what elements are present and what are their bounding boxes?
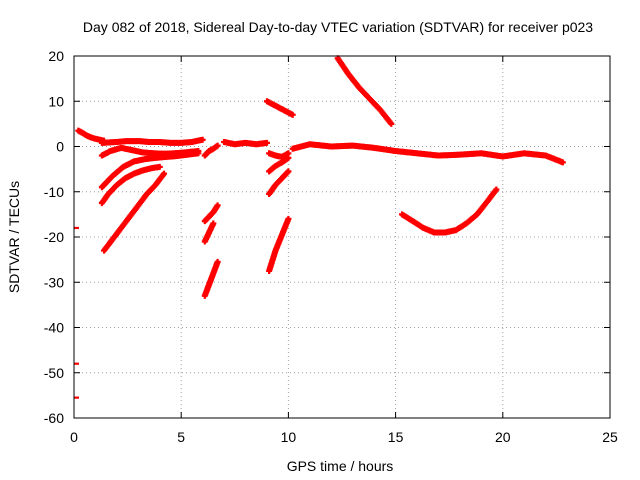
x-tick-label: 20 bbox=[495, 429, 511, 445]
data-point bbox=[559, 159, 566, 166]
series-arc-14 bbox=[266, 154, 292, 175]
grid bbox=[74, 56, 610, 418]
series-arc-19 bbox=[399, 186, 500, 236]
data-point bbox=[289, 111, 296, 118]
y-tick-label: -10 bbox=[44, 184, 64, 200]
series-arc-11 bbox=[221, 138, 270, 148]
y-axis-label: SDTVAR / TECUs bbox=[6, 181, 22, 293]
data-point bbox=[199, 136, 206, 143]
series-arc-17 bbox=[289, 141, 566, 166]
series-arc-10 bbox=[201, 258, 221, 299]
plot-border bbox=[73, 55, 611, 419]
series-arc-18 bbox=[334, 55, 395, 127]
y-tick-label: 10 bbox=[48, 93, 64, 109]
series-arc-12 bbox=[263, 98, 296, 118]
data-point bbox=[161, 170, 168, 177]
y-tick-label: 20 bbox=[48, 48, 64, 64]
data-point bbox=[210, 220, 217, 227]
data-point bbox=[493, 186, 500, 193]
y-tick-label: -40 bbox=[44, 320, 64, 336]
y-tick-label: -60 bbox=[44, 410, 64, 426]
series-arc-6 bbox=[101, 170, 168, 254]
x-tick-label: 25 bbox=[602, 429, 618, 445]
y-tick-label: -50 bbox=[44, 365, 64, 381]
series-arc-9 bbox=[201, 220, 217, 245]
series-arc-16 bbox=[266, 215, 292, 274]
data-point bbox=[214, 202, 221, 209]
x-tick-label: 10 bbox=[281, 429, 297, 445]
chart-title: Day 082 of 2018, Sidereal Day-to-day VTE… bbox=[83, 19, 593, 35]
data-points bbox=[74, 55, 566, 399]
y-tick-label: -20 bbox=[44, 229, 64, 245]
series-arc-5 bbox=[98, 163, 163, 207]
data-point bbox=[263, 139, 270, 146]
data-point bbox=[214, 142, 221, 149]
data-point bbox=[156, 163, 163, 170]
data-point bbox=[285, 154, 292, 161]
x-tick-label: 15 bbox=[388, 429, 404, 445]
data-point bbox=[388, 120, 395, 127]
data-point bbox=[285, 168, 292, 175]
data-point bbox=[195, 150, 202, 157]
x-tick-label: 0 bbox=[70, 429, 78, 445]
series-outliers bbox=[74, 226, 79, 399]
series-arc-8 bbox=[201, 202, 221, 225]
y-tick-label: 0 bbox=[56, 139, 64, 155]
data-point bbox=[214, 258, 221, 265]
series-arc-15 bbox=[266, 168, 292, 198]
data-point bbox=[285, 215, 292, 222]
series-arc-4 bbox=[98, 150, 202, 191]
x-axis-label: GPS time / hours bbox=[287, 458, 394, 474]
y-tick-label: -30 bbox=[44, 274, 64, 290]
tick-labels: 0 5 10 15 20 25 -60 -50 -40 -30 -20 -10 0 10 20 bbox=[44, 48, 618, 445]
series-arc-2 bbox=[98, 136, 206, 146]
series-arc-7 bbox=[201, 142, 221, 159]
x-tick-label: 5 bbox=[177, 429, 185, 445]
